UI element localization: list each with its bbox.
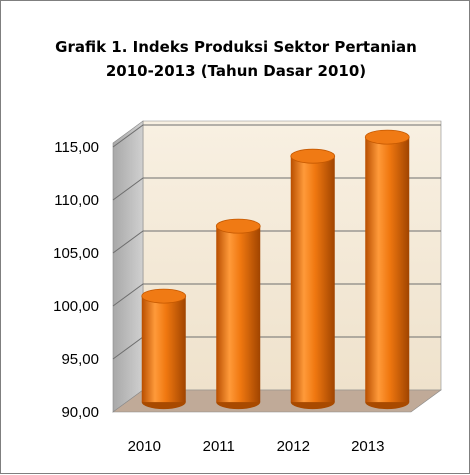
chart-title-line-1: Grafik 1. Indeks Produksi Sektor Pertani…	[55, 38, 417, 56]
y-tick-label: 100,00	[53, 298, 99, 315]
x-tick-label: 2013	[351, 438, 384, 455]
y-tick-label: 105,00	[53, 245, 99, 262]
y-tick-label: 95,00	[61, 351, 99, 368]
bar-top	[141, 288, 187, 304]
y-tick-label: 115,00	[54, 139, 99, 156]
bar	[215, 218, 261, 410]
bar-body	[290, 156, 335, 403]
chart-title: Grafik 1. Indeks Produksi Sektor Pertani…	[1, 35, 470, 83]
bar-top	[290, 148, 336, 164]
bar	[290, 148, 336, 410]
bars	[141, 129, 410, 410]
bar-body	[216, 226, 261, 403]
bar-body	[365, 137, 410, 403]
y-axis-ticks: 90,00 95,00 100,00 105,00 110,00 115,00	[53, 139, 99, 421]
side-wall	[112, 120, 144, 413]
gridline	[112, 230, 441, 254]
chart-title-line-2: 2010-2013 (Tahun Dasar 2010)	[105, 62, 367, 80]
x-tick-label: 2010	[128, 438, 161, 455]
bar	[364, 129, 410, 410]
x-tick-label: 2011	[203, 438, 235, 455]
y-tick-label: 90,00	[61, 404, 99, 421]
floor	[112, 389, 442, 413]
x-tick-label: 2012	[277, 438, 310, 455]
gridline	[112, 177, 441, 201]
y-tick-label: 110,00	[54, 192, 99, 209]
gridline	[112, 283, 441, 307]
x-axis-ticks: 2010 2011 2012 2013	[128, 438, 385, 455]
bar-top	[364, 129, 410, 145]
bar-top	[215, 218, 261, 234]
bar	[141, 288, 187, 410]
gridline	[112, 124, 441, 148]
bar-body	[141, 296, 186, 403]
